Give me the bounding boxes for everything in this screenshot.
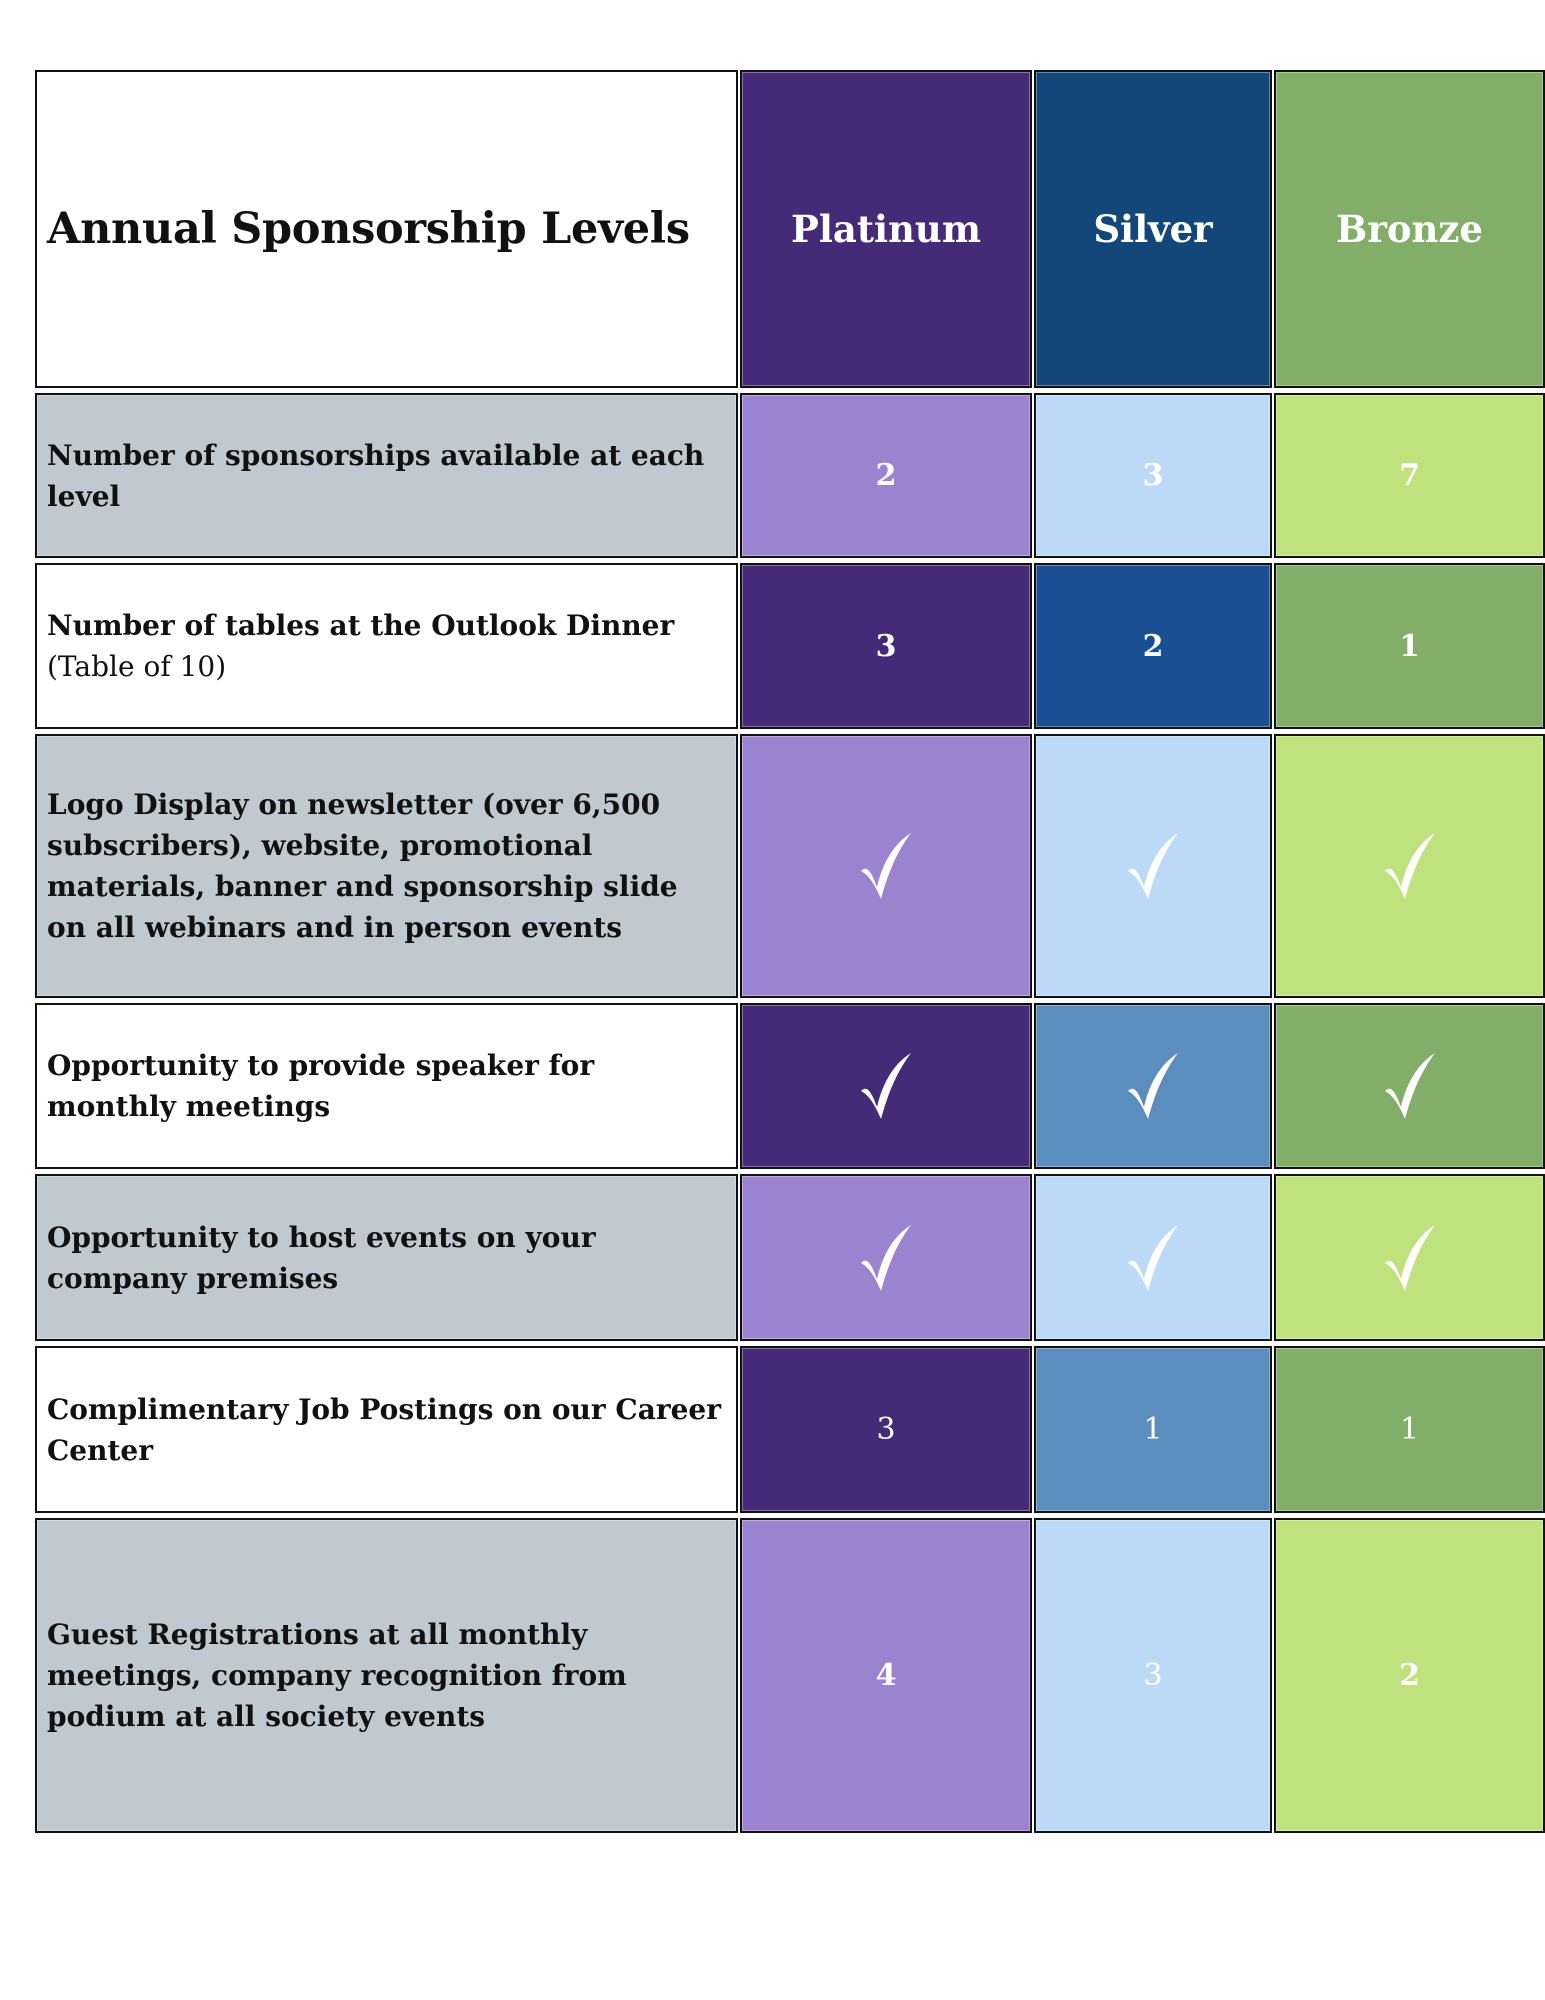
table-title-cell: Annual Sponsorship Levels <box>35 70 738 388</box>
checkmark-icon <box>1384 1224 1435 1291</box>
checkmark-icon <box>861 1053 911 1119</box>
sponsorship-table: Annual Sponsorship Levels Platinum Silve… <box>35 70 1545 1833</box>
feature-label: Number of sponsorships available at each… <box>47 438 705 513</box>
value-cell-silver: 3 <box>1034 393 1272 558</box>
table-row-label: Opportunity to provide speaker for month… <box>35 1003 738 1169</box>
value-cell-silver: 2 <box>1034 563 1272 729</box>
checkmark-icon <box>1128 1053 1178 1119</box>
header-platinum: Platinum <box>740 70 1032 388</box>
value: 4 <box>875 1658 897 1693</box>
feature-label: Number of tables at the Outlook Dinner <box>47 609 675 642</box>
table-row-label: Number of sponsorships available at each… <box>35 393 738 558</box>
value: 1 <box>1143 1412 1163 1447</box>
value-cell-silver <box>1034 1174 1272 1341</box>
table-row-label: Logo Display on newsletter (over 6,500 s… <box>35 734 738 998</box>
feature-label: Opportunity to host events on your compa… <box>47 1220 596 1295</box>
value: 2 <box>875 458 897 493</box>
level-name: Silver <box>1093 207 1213 251</box>
value-cell-silver <box>1034 1003 1272 1169</box>
value-cell-silver <box>1034 734 1272 998</box>
value: 3 <box>876 1412 896 1447</box>
value-cell-platinum: 4 <box>740 1518 1032 1833</box>
value: 1 <box>1399 628 1420 664</box>
header-bronze: Bronze <box>1274 70 1545 388</box>
value: 7 <box>1399 458 1420 493</box>
table-row-label: Opportunity to host events on your compa… <box>35 1174 738 1341</box>
value: 3 <box>1142 458 1164 493</box>
feature-sublabel: (Table of 10) <box>47 650 227 683</box>
checkmark-icon <box>1384 833 1435 899</box>
page-title: Annual Sponsorship Levels <box>47 204 690 254</box>
feature-label: Guest Registrations at all monthly meeti… <box>47 1618 627 1733</box>
header-silver: Silver <box>1034 70 1272 388</box>
table-row-label: Complimentary Job Postings on our Career… <box>35 1346 738 1513</box>
feature-label: Complimentary Job Postings on our Career… <box>47 1392 721 1467</box>
value-cell-bronze: 2 <box>1274 1518 1545 1833</box>
feature-label: Opportunity to provide speaker for month… <box>47 1049 595 1123</box>
table-row-label: Guest Registrations at all monthly meeti… <box>35 1518 738 1833</box>
value-cell-silver: 1 <box>1034 1346 1272 1513</box>
value-cell-platinum: 2 <box>740 393 1032 558</box>
value-cell-platinum <box>740 1003 1032 1169</box>
value-cell-platinum <box>740 734 1032 998</box>
value-cell-bronze: 1 <box>1274 563 1545 729</box>
value-cell-bronze: 1 <box>1274 1346 1545 1513</box>
value-cell-platinum: 3 <box>740 1346 1032 1513</box>
value-cell-platinum <box>740 1174 1032 1341</box>
value-cell-silver: 3 <box>1034 1518 1272 1833</box>
value-cell-platinum: 3 <box>740 563 1032 729</box>
value-cell-bronze: 7 <box>1274 393 1545 558</box>
value: 3 <box>875 628 897 664</box>
checkmark-icon <box>861 833 911 899</box>
checkmark-icon <box>861 1224 911 1291</box>
value-cell-bronze <box>1274 1003 1545 1169</box>
value-cell-bronze <box>1274 1174 1545 1341</box>
level-name: Bronze <box>1336 207 1483 251</box>
checkmark-icon <box>1128 1224 1178 1291</box>
table-row-label: Number of tables at the Outlook Dinner (T… <box>35 563 738 729</box>
value: 2 <box>1142 628 1164 664</box>
checkmark-icon <box>1128 833 1178 899</box>
value-cell-bronze <box>1274 734 1545 998</box>
value: 1 <box>1399 1412 1420 1447</box>
checkmark-icon <box>1384 1053 1435 1119</box>
value: 3 <box>1143 1658 1163 1693</box>
value: 2 <box>1399 1658 1420 1693</box>
level-name: Platinum <box>791 207 981 251</box>
feature-label: Logo Display on newsletter (over 6,500 s… <box>47 788 678 944</box>
